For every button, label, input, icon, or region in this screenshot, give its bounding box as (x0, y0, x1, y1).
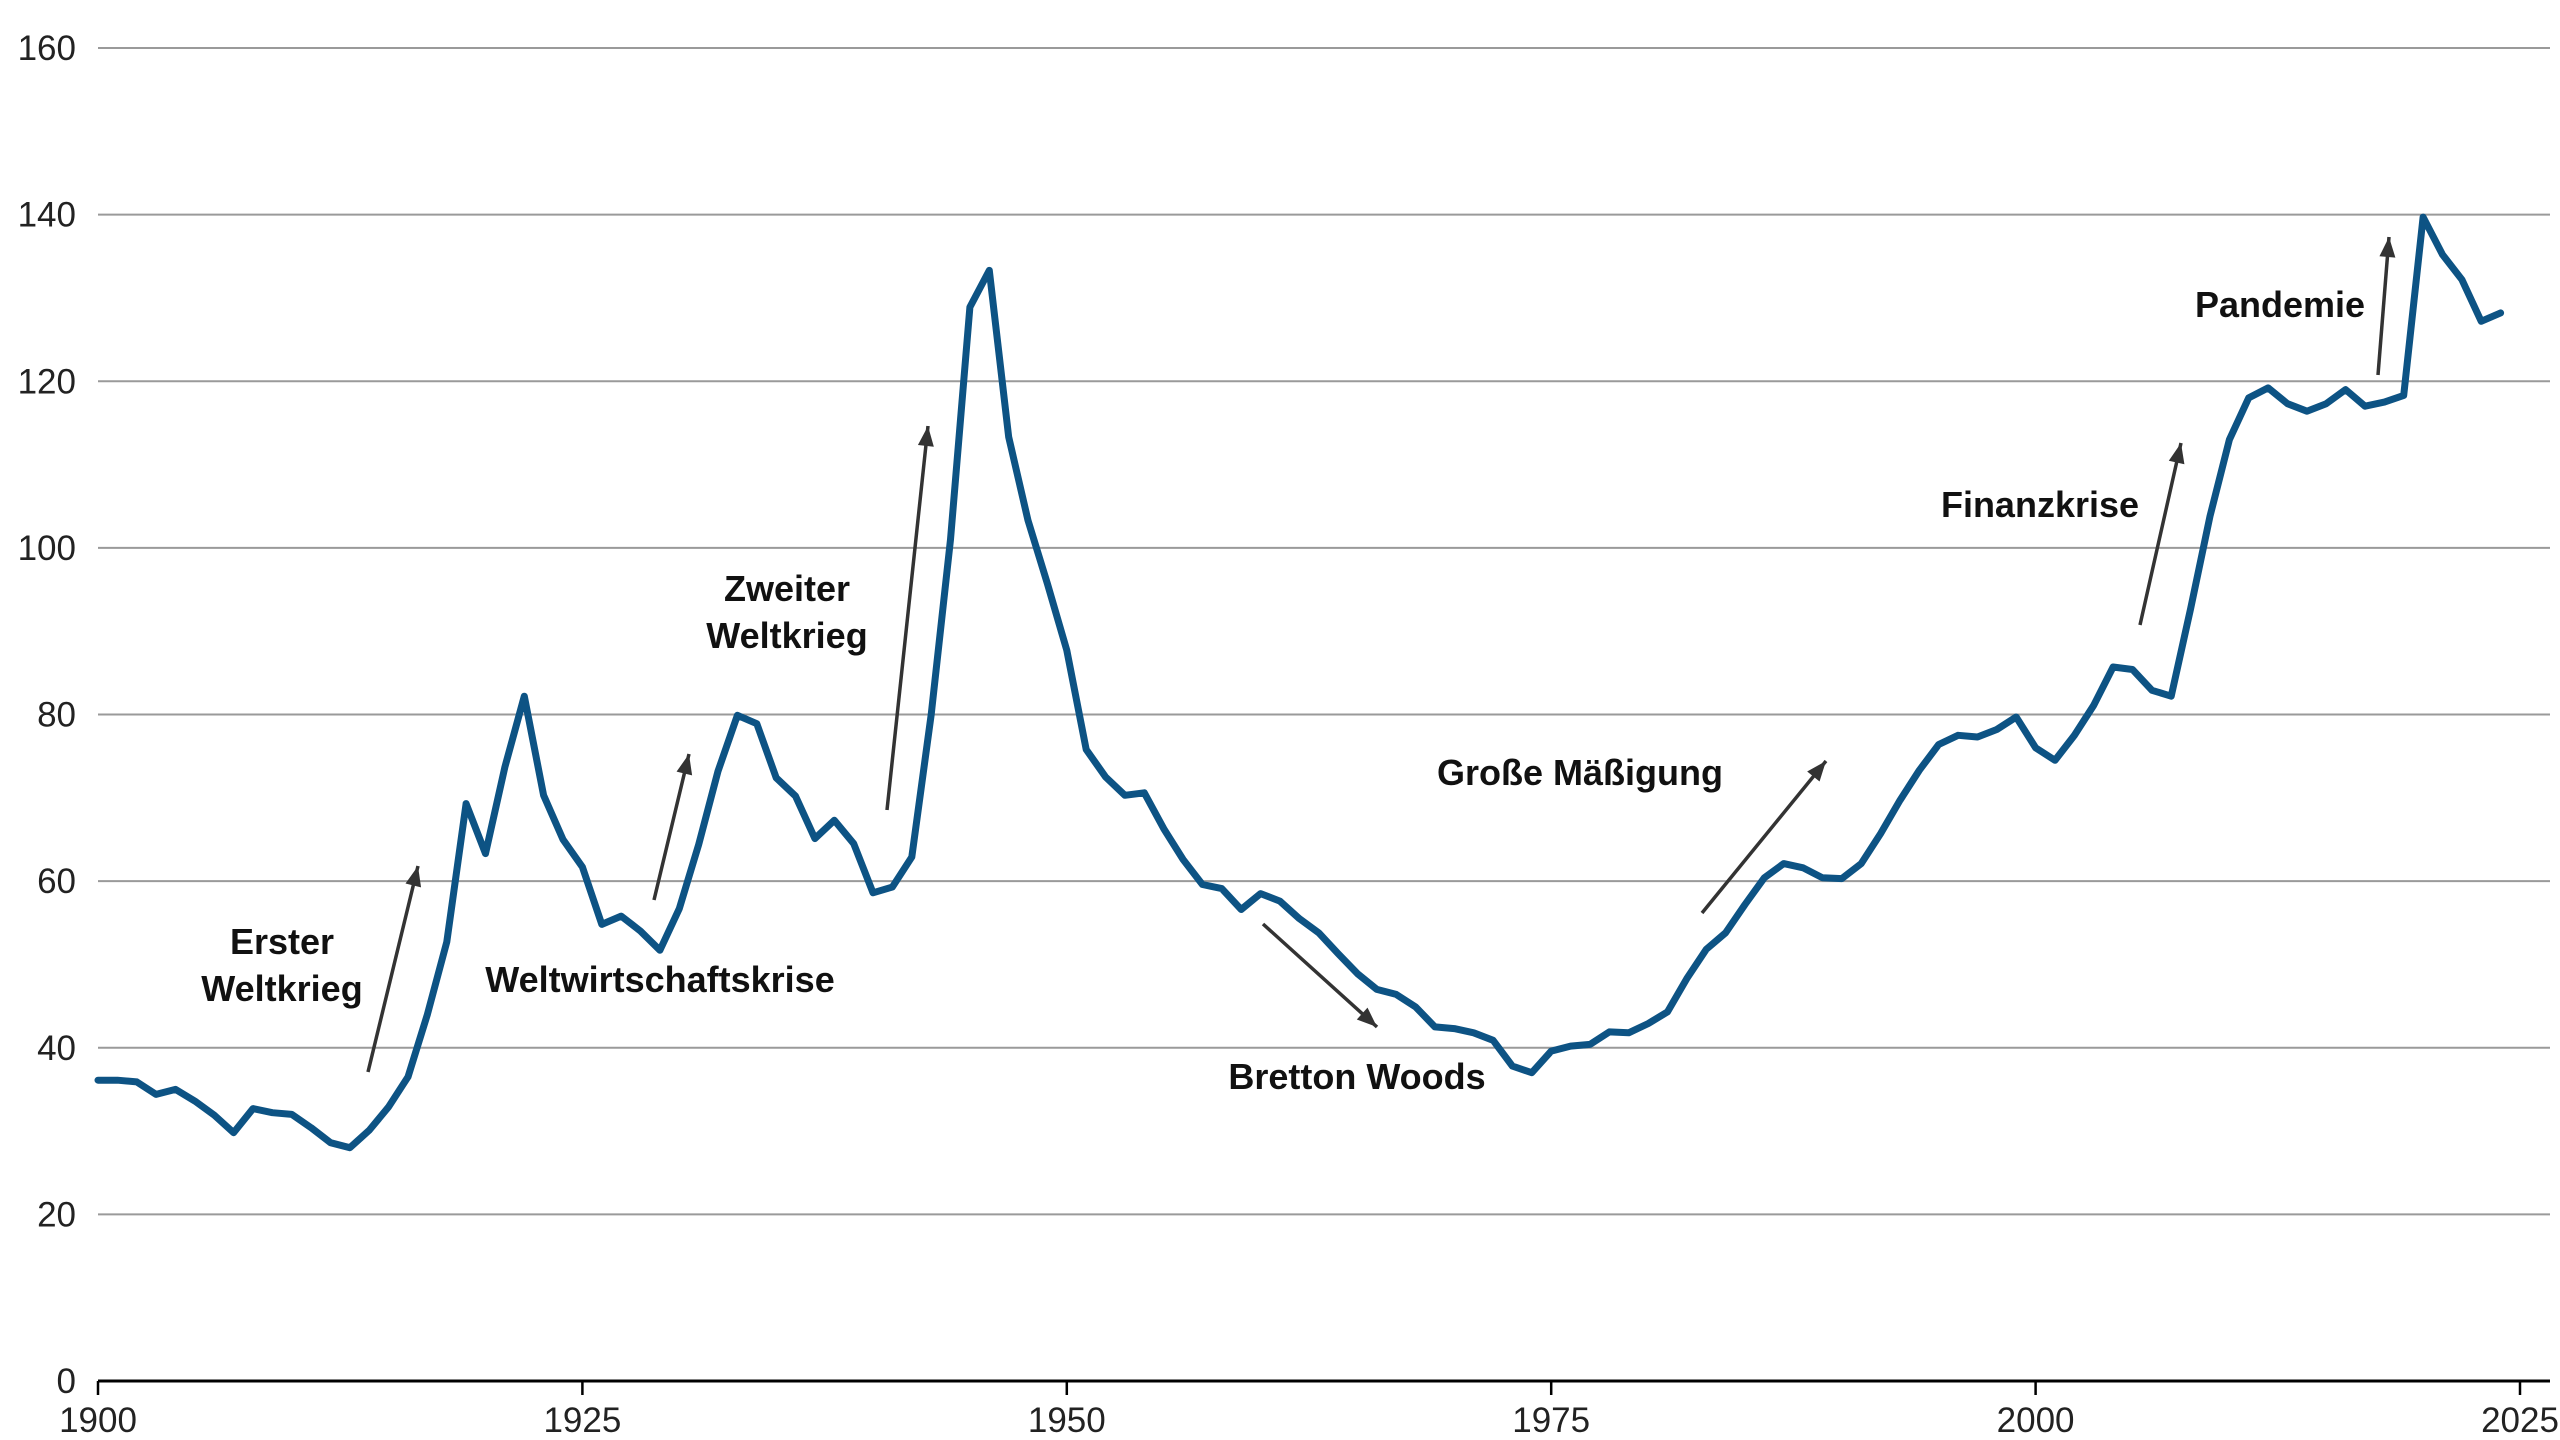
annotation-arrows (366, 236, 2396, 1073)
x-tick-label: 1950 (1028, 1401, 1106, 1440)
arrow-weltwirtschaftskrise (652, 753, 691, 901)
y-axis-tick-labels: 0 20 40 60 80 100 120 140 160 (18, 29, 76, 1401)
arrowhead (917, 426, 934, 447)
y-tick-label: 60 (37, 862, 76, 901)
arrow-pandemie (2376, 236, 2391, 376)
arrowhead (1356, 1007, 1377, 1027)
x-tick-label: 1975 (1512, 1401, 1590, 1440)
arrowhead (676, 754, 693, 776)
annotation-weltwirtschaftskrise: Weltwirtschaftskrise (485, 959, 834, 1000)
y-tick-label: 160 (18, 29, 76, 68)
x-tick-label: 1900 (59, 1401, 137, 1440)
y-tick-label: 100 (18, 529, 76, 568)
y-tick-label: 80 (37, 696, 76, 735)
y-tick-label: 40 (37, 1029, 76, 1068)
annotation-zweiter-weltkrieg-line1: Zweiter (724, 568, 850, 609)
arrowhead (1807, 761, 1826, 782)
arrow-erster-weltkrieg (366, 865, 420, 1073)
arrowhead (2379, 237, 2396, 258)
arrowhead (2168, 443, 2185, 465)
arrow-finanzkrise (2138, 442, 2183, 626)
annotation-zweiter-weltkrieg-line2: Weltkrieg (706, 615, 867, 656)
y-tick-label: 20 (37, 1195, 76, 1234)
arrowhead (405, 866, 422, 888)
gridlines (98, 47, 2550, 1216)
x-axis-ticks: 1900 1925 1950 1975 2000 2025 (59, 1381, 2559, 1440)
x-tick-label: 1925 (543, 1401, 621, 1440)
annotation-labels: Erster Weltkrieg Weltwirtschaftskrise Zw… (201, 284, 2365, 1097)
series-line (94, 213, 2505, 1152)
annotation-grosse-maessigung: Große Mäßigung (1437, 752, 1723, 793)
arrow-zweiter-weltkrieg (885, 425, 930, 811)
annotation-erster-weltkrieg-line1: Erster (230, 921, 334, 962)
x-tick-label: 2025 (2481, 1401, 2559, 1440)
y-tick-label: 0 (57, 1362, 76, 1401)
y-tick-label: 140 (18, 196, 76, 235)
annotation-pandemie: Pandemie (2195, 284, 2365, 325)
arrow-bretton-woods (1261, 922, 1379, 1029)
annotation-finanzkrise: Finanzkrise (1941, 484, 2139, 525)
x-tick-label: 2000 (1997, 1401, 2075, 1440)
arrow-grosse-maessigung (1700, 759, 1828, 915)
y-tick-label: 120 (18, 362, 76, 401)
series (94, 213, 2505, 1152)
annotation-bretton-woods: Bretton Woods (1228, 1056, 1485, 1097)
annotation-erster-weltkrieg-line2: Weltkrieg (201, 968, 362, 1009)
